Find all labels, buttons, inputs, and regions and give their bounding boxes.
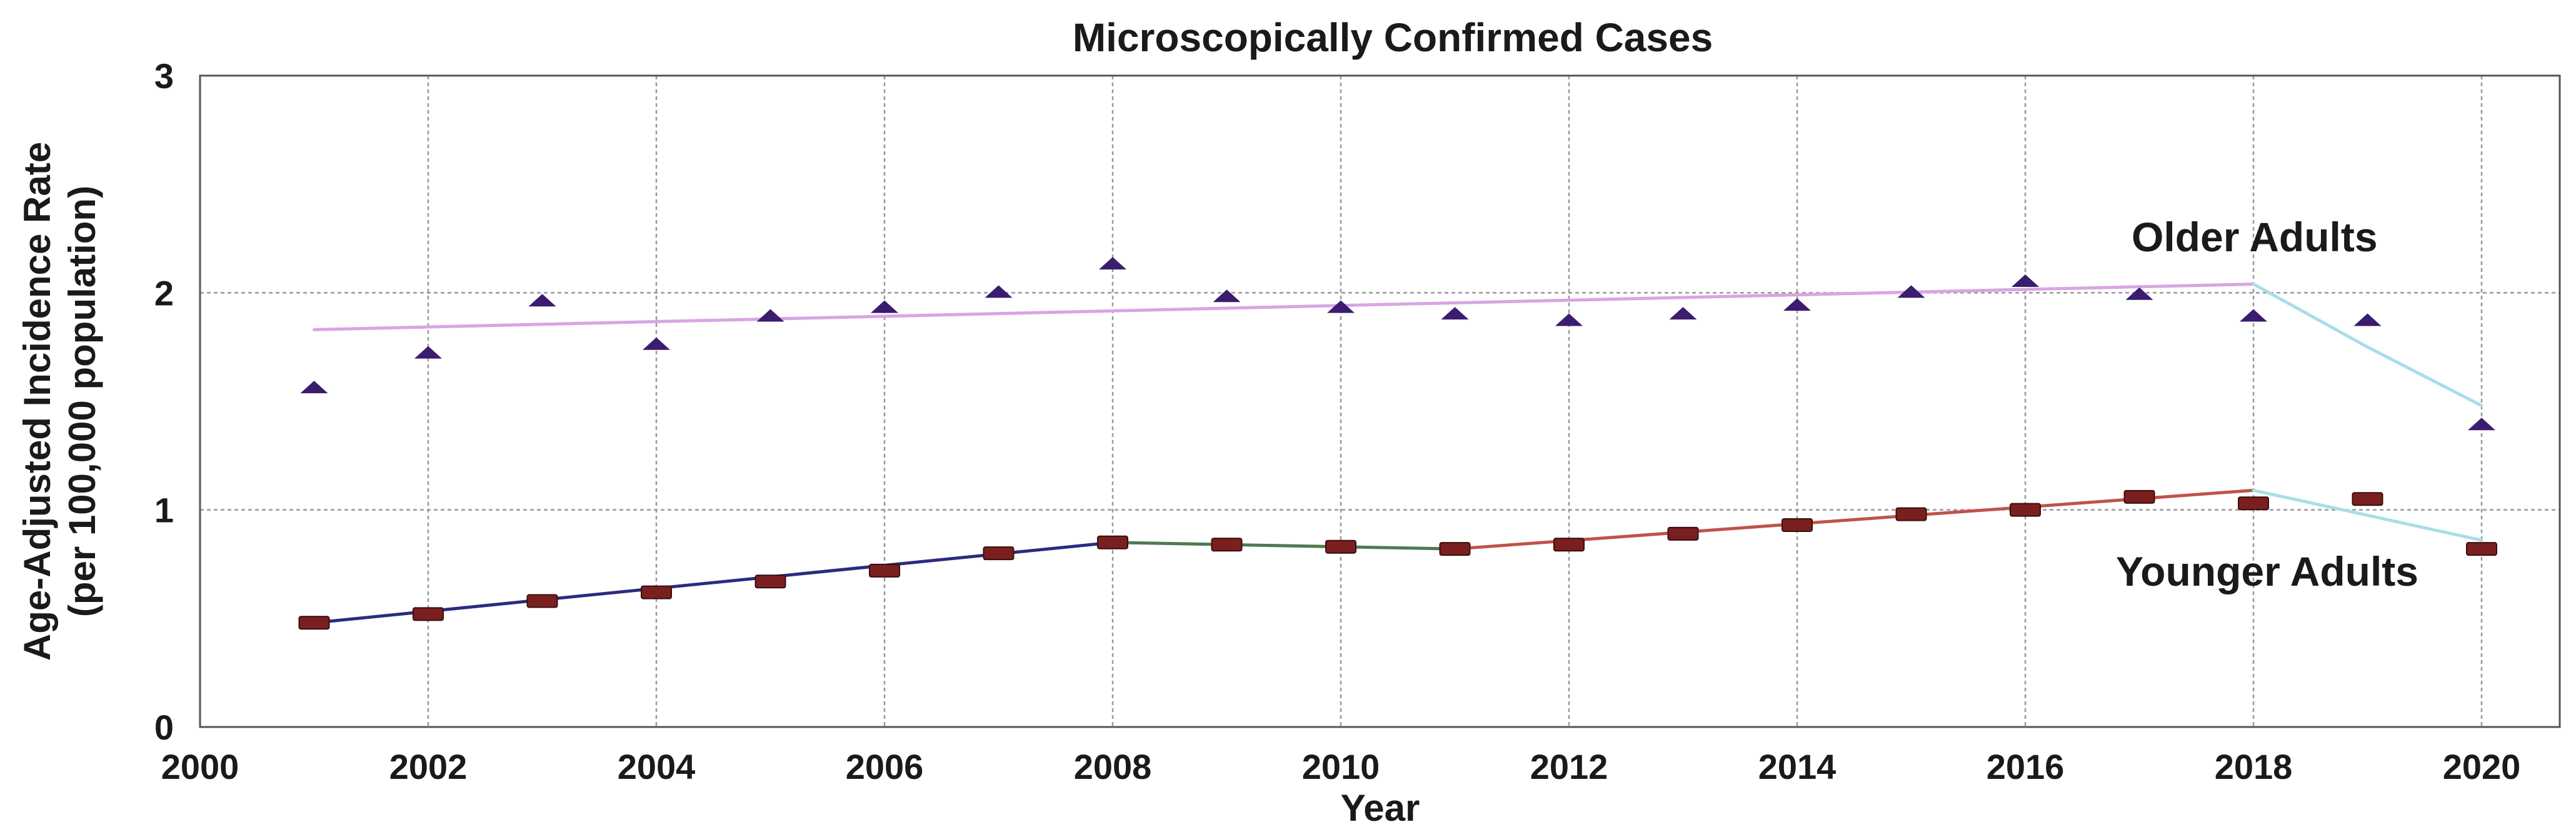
data-point-younger-adults [2466, 542, 2497, 556]
x-tick-label: 2008 [1074, 747, 1152, 786]
data-points [298, 257, 2497, 630]
y-axis-label: Age-Adjusted Incidence Rate (per 100,000… [16, 142, 103, 661]
chart-title: Microscopically Confirmed Cases [1073, 15, 1713, 60]
y-axis-label-line1: Age-Adjusted Incidence Rate [16, 142, 58, 661]
x-tick-label: 2014 [1758, 747, 1837, 786]
grid [200, 76, 2560, 727]
data-point-younger-adults [413, 607, 444, 621]
data-point-younger-adults [754, 574, 786, 589]
data-point-younger-adults [526, 594, 558, 608]
data-point-older-adults [2468, 418, 2495, 431]
trend-line [2252, 282, 2483, 408]
plot-area-border [199, 74, 2561, 728]
trend-line [1111, 541, 1456, 551]
data-point-older-adults [1099, 257, 1126, 270]
data-point-older-adults [1783, 298, 1811, 311]
data-point-younger-adults [2010, 503, 2041, 517]
data-point-older-adults [871, 300, 898, 313]
x-tick-label: 2000 [161, 747, 239, 786]
data-point-younger-adults [983, 546, 1015, 561]
data-point-younger-adults [1325, 539, 1356, 554]
trend-lines [313, 282, 2483, 624]
data-point-older-adults [1669, 307, 1697, 320]
data-point-older-adults [1555, 313, 1583, 326]
x-tick-label: 2002 [389, 747, 468, 786]
x-tick-label: 2006 [846, 747, 924, 786]
data-point-older-adults [2012, 274, 2039, 287]
data-point-younger-adults [1439, 542, 1471, 556]
data-point-older-adults [1327, 300, 1355, 313]
data-point-older-adults [2353, 313, 2382, 326]
data-point-younger-adults [1667, 526, 1699, 541]
data-point-older-adults [1441, 307, 1469, 320]
y-tick-label: 3 [154, 56, 174, 96]
data-point-older-adults [528, 294, 556, 307]
x-tick-label: 2018 [2215, 747, 2293, 786]
annotation-older-adults: Older Adults [2132, 214, 2378, 260]
data-point-younger-adults [641, 585, 672, 599]
axis-ticks: 2000 2002 2004 2006 2008 2010 2012 2014 2016 2018… [154, 56, 2520, 786]
data-point-older-adults [756, 309, 784, 322]
data-point-older-adults [2125, 287, 2153, 300]
x-tick-label: 2020 [2443, 747, 2521, 786]
trend-line [313, 282, 2255, 331]
trend-line [313, 541, 1115, 624]
x-tick-label: 2016 [1987, 747, 2065, 786]
data-point-younger-adults [1097, 535, 1128, 549]
x-tick-label: 2010 [1302, 747, 1380, 786]
data-point-older-adults [643, 337, 670, 350]
data-point-older-adults [1897, 285, 1925, 298]
data-point-older-adults [985, 285, 1013, 298]
trend-line [1453, 488, 2255, 551]
data-point-younger-adults [1553, 538, 1585, 552]
y-tick-label: 2 [154, 273, 174, 313]
data-point-older-adults [300, 381, 328, 394]
x-tick-label: 2004 [618, 747, 696, 786]
y-tick-label: 1 [154, 491, 174, 530]
annotation-younger-adults: Younger Adults [2116, 548, 2418, 594]
data-point-older-adults [1213, 289, 1241, 303]
x-axis-label: Year [1341, 787, 1420, 829]
y-axis-label-line2: (per 100,000 population) [61, 186, 103, 617]
data-point-younger-adults [2238, 496, 2269, 511]
data-point-older-adults [2240, 309, 2267, 322]
data-point-younger-adults [2123, 489, 2155, 504]
trend-line [2252, 488, 2483, 542]
data-point-older-adults [414, 346, 442, 359]
data-point-younger-adults [298, 616, 330, 630]
y-tick-label: 0 [154, 708, 174, 747]
data-point-younger-adults [1782, 518, 1813, 532]
data-point-younger-adults [869, 563, 900, 578]
x-tick-label: 2012 [1530, 747, 1608, 786]
data-point-younger-adults [1895, 507, 1927, 521]
data-point-younger-adults [1211, 538, 1243, 552]
data-point-younger-adults [2352, 492, 2383, 506]
